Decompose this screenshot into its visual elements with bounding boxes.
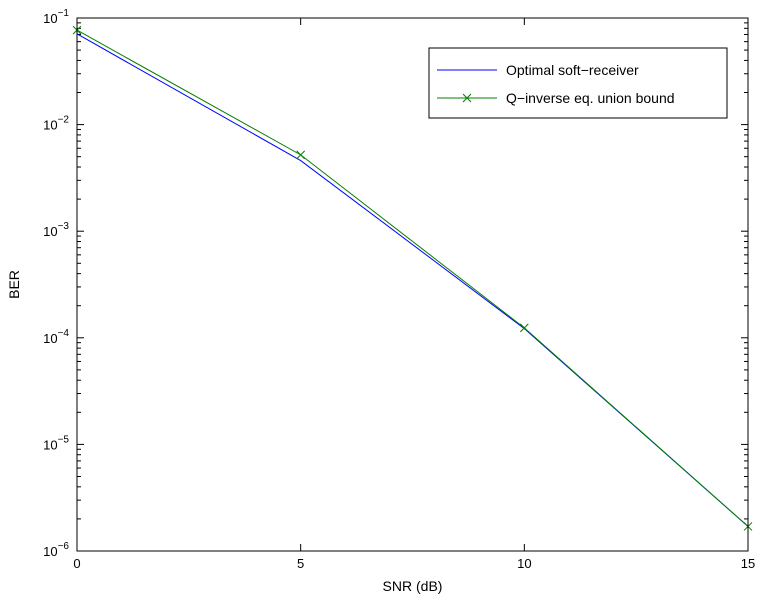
legend-x-marker — [462, 93, 472, 103]
data-point-marker — [296, 150, 306, 160]
x-axis-label: SNR (dB) — [383, 578, 443, 594]
y-tick-label: 10−5 — [43, 434, 69, 452]
series-line-q-inverse-eq-union-bound — [76, 29, 749, 527]
y-tick-label: 10−3 — [43, 221, 69, 239]
y-tick-label: 10−4 — [43, 328, 69, 346]
legend-marker-x — [462, 93, 472, 103]
legend: Optimal soft−receiver Q−inverse eq. unio… — [428, 47, 728, 119]
y-tick-label: 10−2 — [43, 115, 69, 133]
data-point-marker — [519, 323, 529, 333]
y-tick-label: 10−1 — [43, 8, 69, 26]
x-tick-label: 5 — [297, 556, 304, 571]
x-tick-label: 10 — [517, 556, 531, 571]
marker-stroke — [296, 150, 306, 160]
y-tick-label: 10−6 — [43, 541, 69, 559]
legend-label-optimal-soft-receiver: Optimal soft−receiver — [506, 62, 639, 78]
plot-frame — [76, 17, 749, 552]
x-tick-label: 15 — [741, 556, 755, 571]
marker-stroke — [519, 323, 529, 333]
x-tick-label: 0 — [73, 556, 80, 571]
ticks-layer: 0 5 10 15 10−6 10−5 10−4 10−3 10−2 10−1 — [43, 8, 755, 571]
y-axis-label: BER — [6, 270, 22, 299]
legend-label-q-inverse-union-bound: Q−inverse eq. union bound — [506, 90, 675, 106]
legend-box — [428, 47, 728, 119]
marker-stroke — [462, 93, 472, 103]
